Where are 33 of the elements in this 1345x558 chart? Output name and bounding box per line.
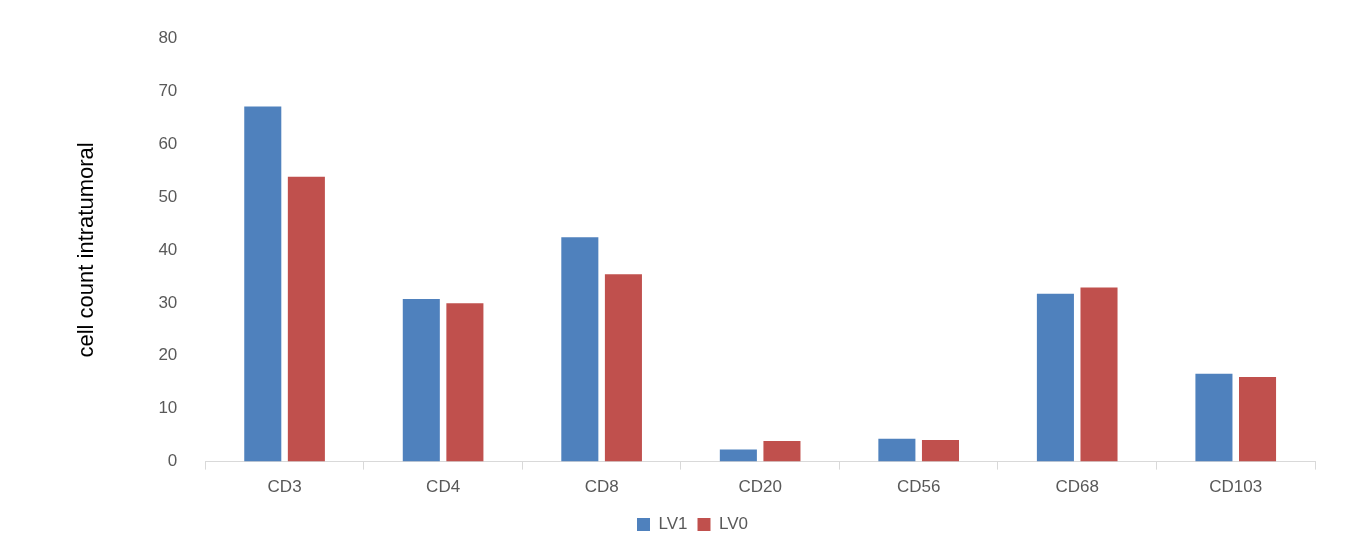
y-tick-label: 40 [158, 239, 178, 259]
y-tick-label: 70 [158, 80, 178, 100]
bar [1080, 287, 1118, 462]
legend-label: LV1 [658, 514, 688, 534]
x-tick-label: CD4 [426, 477, 461, 497]
x-tick-label: CD20 [738, 477, 782, 497]
y-tick-label: 10 [158, 398, 178, 418]
y-tick-label: 0 [167, 451, 178, 471]
y-axis-title: cell count intratumoral [73, 142, 99, 358]
bar [719, 449, 757, 462]
y-tick-label: 50 [158, 186, 178, 206]
bar [921, 439, 960, 462]
y-tick-label: 30 [158, 292, 178, 312]
bar [402, 299, 440, 462]
y-tick-label: 20 [158, 345, 178, 365]
legend-label: LV0 [719, 514, 748, 534]
x-tick-label: CD68 [1055, 477, 1099, 497]
bar [561, 237, 599, 462]
y-tick-label: 60 [158, 133, 178, 153]
bar [763, 440, 801, 462]
bar [244, 106, 282, 462]
x-tick-label: CD56 [896, 477, 941, 497]
bar [287, 176, 325, 462]
x-tick-label: CD3 [267, 477, 302, 497]
bar [446, 303, 484, 462]
bar [604, 274, 642, 462]
x-tick-label: CD8 [584, 477, 619, 497]
y-tick-label: 80 [158, 27, 178, 47]
bar [878, 438, 916, 462]
bar [1195, 373, 1233, 462]
bar [1036, 293, 1074, 462]
bar [1239, 376, 1277, 462]
x-tick-label: CD103 [1209, 477, 1263, 497]
